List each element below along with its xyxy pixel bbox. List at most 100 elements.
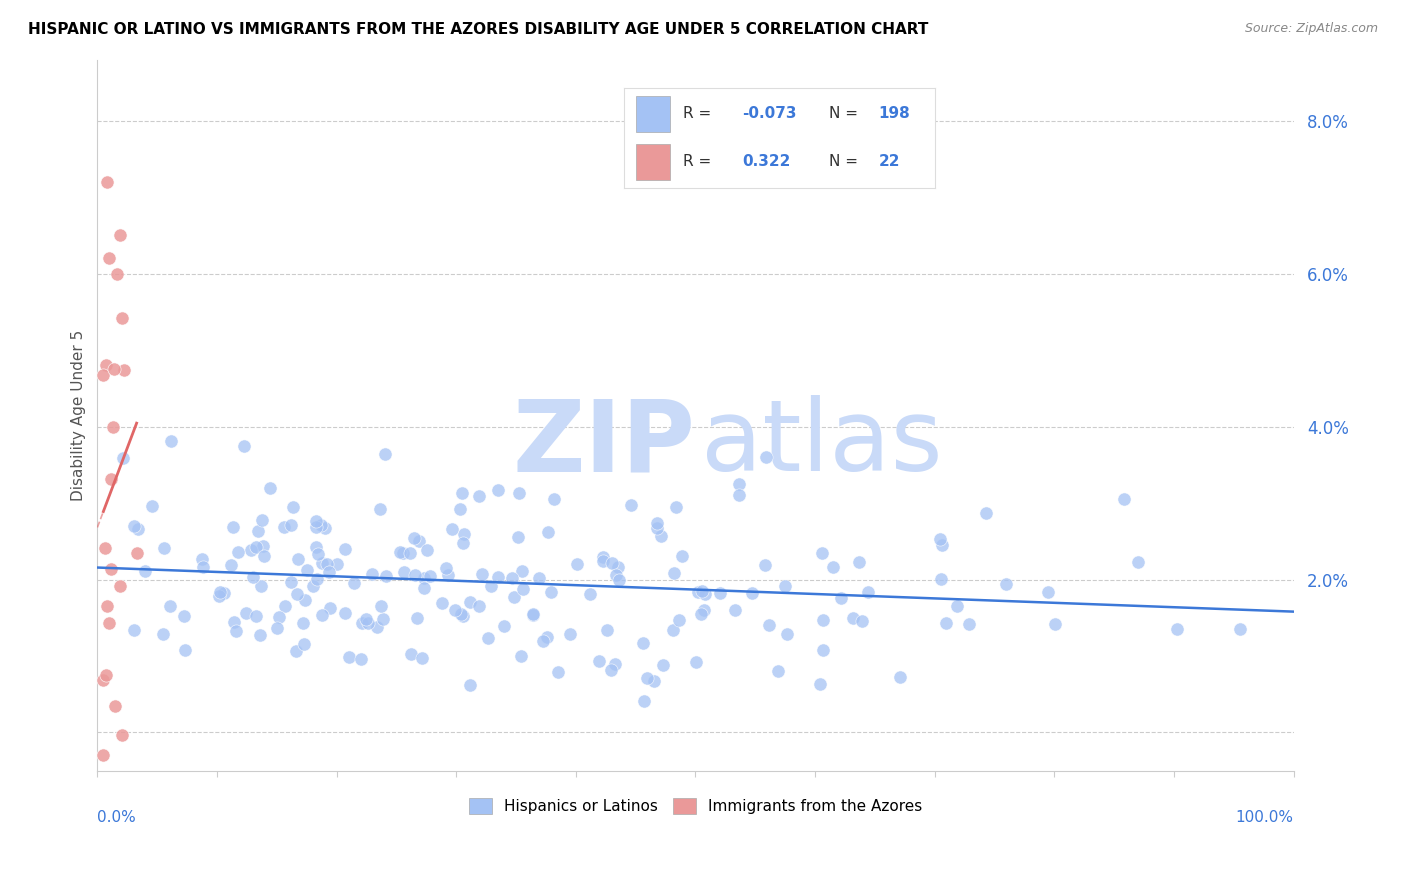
Point (108, 228, 131, 243)
Text: HISPANIC OR LATINO VS IMMIGRANTS FROM THE AZORES DISABILITY AGE UNDER 5 CORRELAT: HISPANIC OR LATINO VS IMMIGRANTS FROM TH… (28, 22, 928, 37)
Point (208, 589, 231, 603)
Point (96, 599, 118, 613)
Point (319, 601, 342, 615)
Point (643, 673, 665, 688)
Point (391, 546, 413, 560)
Point (607, 573, 630, 587)
Point (512, 564, 534, 578)
Point (776, 627, 799, 641)
Point (690, 584, 713, 599)
Point (486, 570, 509, 584)
Point (96, 175, 118, 189)
Point (399, 647, 422, 661)
Point (368, 502, 391, 516)
Point (291, 615, 314, 630)
Point (94, 668, 117, 682)
Point (375, 569, 398, 583)
Point (153, 541, 176, 555)
Point (221, 519, 243, 533)
Point (467, 489, 489, 503)
Point (287, 551, 309, 566)
Point (486, 483, 509, 498)
Point (326, 558, 349, 572)
Point (430, 596, 453, 610)
Point (249, 579, 271, 593)
Point (309, 518, 332, 533)
Point (596, 623, 619, 637)
Point (565, 557, 588, 571)
Point (620, 498, 643, 512)
Point (337, 649, 360, 664)
Point (579, 587, 602, 601)
Point (631, 636, 654, 650)
Point (645, 521, 668, 535)
Point (501, 571, 523, 585)
Point (111, 451, 134, 466)
Point (811, 643, 834, 657)
Point (536, 630, 558, 644)
Point (444, 603, 467, 617)
Point (842, 611, 865, 625)
Point (273, 599, 295, 613)
Point (111, 728, 134, 742)
Point (592, 550, 614, 565)
Point (685, 655, 707, 669)
Point (370, 599, 392, 613)
Point (104, 698, 127, 713)
Point (191, 560, 214, 574)
Point (246, 524, 269, 538)
Point (307, 572, 329, 586)
Point (974, 506, 997, 520)
Point (671, 549, 693, 564)
Point (512, 582, 534, 597)
Point (727, 488, 749, 502)
Point (311, 607, 333, 622)
Point (333, 541, 356, 556)
Y-axis label: Disability Age Under 5: Disability Age Under 5 (72, 329, 86, 500)
Point (292, 637, 315, 651)
Point (103, 362, 125, 376)
Point (374, 447, 396, 461)
Point (98, 252, 121, 266)
Point (645, 516, 668, 530)
Point (235, 606, 257, 620)
Point (468, 599, 491, 613)
Point (741, 586, 763, 600)
Point (253, 549, 276, 564)
Point (112, 363, 135, 377)
Point (273, 520, 295, 534)
Point (159, 599, 181, 614)
Point (307, 547, 329, 561)
Point (285, 587, 308, 601)
Point (259, 481, 281, 495)
Point (134, 564, 156, 578)
Point (758, 618, 780, 632)
Point (404, 531, 426, 545)
Point (91, 368, 114, 382)
Point (689, 607, 711, 621)
Point (650, 529, 672, 543)
Point (305, 540, 328, 554)
Point (373, 612, 395, 626)
Point (633, 694, 655, 708)
Point (122, 624, 145, 638)
Point (543, 492, 565, 507)
Point (773, 579, 796, 593)
Legend: Hispanics or Latinos, Immigrants from the Azores: Hispanics or Latinos, Immigrants from th… (463, 792, 928, 820)
Point (352, 615, 374, 630)
Point (267, 610, 290, 624)
Point (929, 572, 952, 586)
Point (361, 567, 384, 582)
Point (280, 575, 302, 590)
Point (453, 527, 475, 541)
Point (449, 502, 471, 516)
Text: Source: ZipAtlas.com: Source: ZipAtlas.com (1244, 22, 1378, 36)
Point (808, 676, 831, 690)
Point (959, 616, 981, 631)
Point (250, 513, 273, 527)
Point (600, 663, 623, 677)
Point (406, 611, 429, 625)
Point (823, 560, 845, 574)
Point (605, 657, 627, 672)
Point (280, 517, 302, 532)
